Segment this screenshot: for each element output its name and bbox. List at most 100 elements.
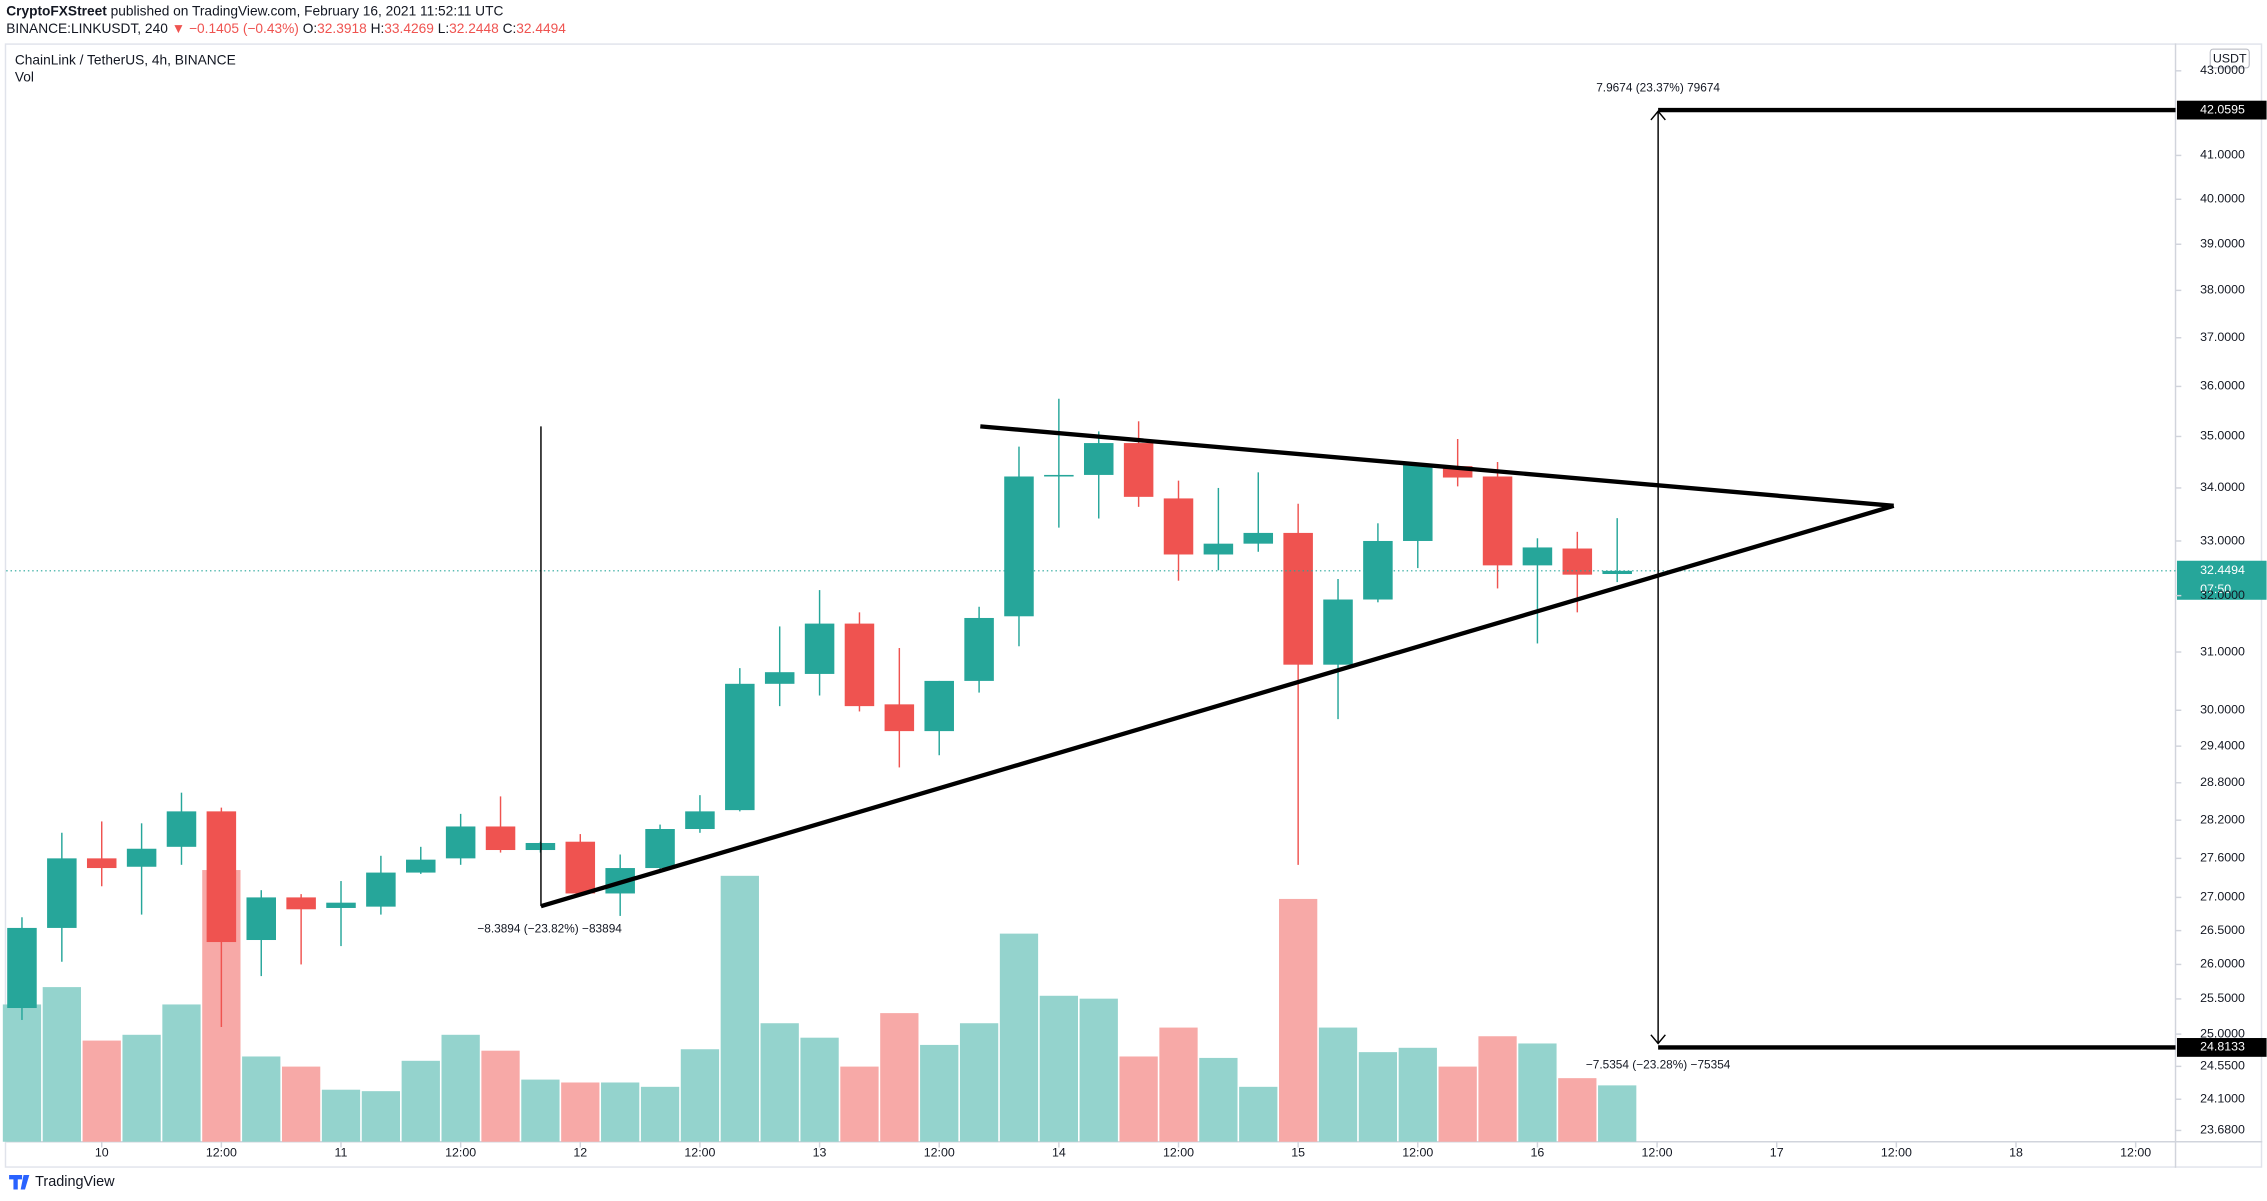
- y-tick-label: 25.5000: [2200, 991, 2245, 1005]
- h-value: 33.4269: [384, 21, 434, 36]
- candle-body: [685, 811, 715, 830]
- candle-body: [1323, 599, 1353, 665]
- publisher: CryptoFXStreet: [6, 3, 107, 18]
- currency: USDT: [2213, 52, 2247, 66]
- volume-bar: [760, 1023, 799, 1142]
- y-tick-label: 29.4000: [2200, 738, 2245, 752]
- volume-bar: [601, 1082, 640, 1142]
- support-line: [540, 503, 1895, 909]
- candle-body: [804, 623, 835, 674]
- o-value: 32.3918: [317, 21, 367, 36]
- candle-body: [1203, 543, 1234, 555]
- volume-bar: [1079, 998, 1118, 1142]
- resistance-line: [980, 424, 1894, 508]
- l-value: 32.2448: [449, 21, 499, 36]
- candle-body: [725, 683, 755, 811]
- candle-body: [1083, 443, 1114, 475]
- volume-bar: [242, 1056, 281, 1142]
- volume-bar: [959, 1023, 999, 1142]
- volume-bar: [1039, 995, 1079, 1142]
- volume-bar: [162, 1004, 201, 1142]
- y-tick-label: 24.5500: [2200, 1059, 2245, 1073]
- legend-title: ChainLink / TetherUS, 4h, BINANCE: [15, 52, 236, 67]
- candle-body: [246, 897, 277, 941]
- measure-label: −8.3894 (−23.82%) −83894: [477, 921, 622, 935]
- volume-bar: [2, 1004, 42, 1142]
- candle-body: [326, 902, 356, 908]
- candle-body: [1243, 532, 1274, 544]
- price-tag: [2176, 100, 2267, 120]
- y-tick-label: 33.0000: [2200, 533, 2245, 547]
- candle-body: [565, 841, 596, 894]
- y-tick-label: 38.0000: [2200, 283, 2245, 297]
- measure-label: −7.5354 (−23.28%) −75354: [1586, 1057, 1731, 1071]
- volume-bar: [401, 1060, 440, 1142]
- c-value: 32.4494: [516, 21, 566, 36]
- candle-body: [445, 826, 476, 859]
- drawings: 7.9674 (23.37%) 79674 −8.3894 (−23.82%) …: [477, 80, 1895, 1071]
- volume-bar: [880, 1013, 919, 1142]
- plot: [2, 107, 2176, 1142]
- o-label: O:: [299, 21, 317, 36]
- volume-bar: [1598, 1085, 1637, 1142]
- y-tick-label: 27.0000: [2200, 890, 2245, 904]
- publisher-line: CryptoFXStreet published on TradingView.…: [6, 3, 503, 18]
- c-label: C:: [499, 21, 517, 36]
- candle-body: [166, 811, 197, 847]
- x-tick-label: 12: [573, 1146, 587, 1160]
- candle-body: [924, 680, 954, 732]
- x-tick-label: 12:00: [1881, 1146, 1912, 1160]
- candle-body: [86, 858, 117, 869]
- candle-body: [1363, 540, 1393, 600]
- candle-body: [366, 872, 396, 907]
- price-tag: [2176, 1038, 2267, 1057]
- volume-bar: [1438, 1066, 1477, 1142]
- measure-label: 7.9674 (23.37%) 79674: [1596, 80, 1720, 94]
- x-tick-label: 13: [813, 1146, 827, 1160]
- x-tick-label: 16: [1531, 1146, 1545, 1160]
- volume-bar: [1318, 1027, 1358, 1142]
- candle-body: [1522, 547, 1553, 566]
- volume-bar: [1199, 1057, 1238, 1142]
- volume-bar: [82, 1040, 121, 1142]
- x-tick-label: 12:00: [1402, 1146, 1433, 1160]
- change: ▼ −0.1405 (−0.43%): [168, 21, 299, 36]
- volume-bar: [361, 1091, 401, 1142]
- y-tick-label: 31.0000: [2200, 644, 2245, 658]
- candle-body: [1123, 443, 1154, 497]
- candle-body: [485, 826, 516, 851]
- x-tick-label: 12:00: [684, 1146, 715, 1160]
- candle-body: [884, 704, 915, 732]
- volume-bar: [1159, 1027, 1198, 1142]
- last-price-label: 32.4494: [2200, 563, 2245, 577]
- y-tick-label: 34.0000: [2200, 480, 2245, 494]
- candle-body: [47, 858, 77, 928]
- volume-bar: [920, 1044, 959, 1142]
- volume-bar: [640, 1086, 680, 1142]
- volume-bar: [281, 1066, 321, 1142]
- volume-bar: [1358, 1052, 1398, 1142]
- candle-body: [1442, 466, 1473, 478]
- candle-body: [1482, 476, 1513, 566]
- volume-bar: [441, 1034, 480, 1142]
- x-tick-label: 15: [1291, 1146, 1305, 1160]
- y-tick-label: 40.0000: [2200, 192, 2245, 206]
- brand-logo: [9, 1174, 30, 1190]
- candle-body: [1602, 570, 1632, 575]
- volume-bar: [999, 933, 1039, 1142]
- volume-bar: [42, 987, 81, 1142]
- y-tick-label: 41.0000: [2200, 148, 2245, 162]
- volume-bar: [1558, 1078, 1597, 1142]
- x-tick-label: 12:00: [1642, 1146, 1673, 1160]
- candle-body: [1004, 476, 1034, 617]
- volume-bar: [840, 1066, 879, 1142]
- volume-bar: [1398, 1047, 1437, 1142]
- y-tick-label: 37.0000: [2200, 330, 2245, 344]
- currency-box: [2209, 48, 2250, 69]
- candle-body: [1044, 474, 1074, 477]
- y-tick-label: 23.6800: [2200, 1123, 2245, 1137]
- symbol-line: BINANCE:LINKUSDT, 240 ▼ −0.1405 (−0.43%)…: [6, 21, 566, 36]
- candle-body: [1403, 464, 1433, 541]
- brand: TradingView: [35, 1174, 115, 1190]
